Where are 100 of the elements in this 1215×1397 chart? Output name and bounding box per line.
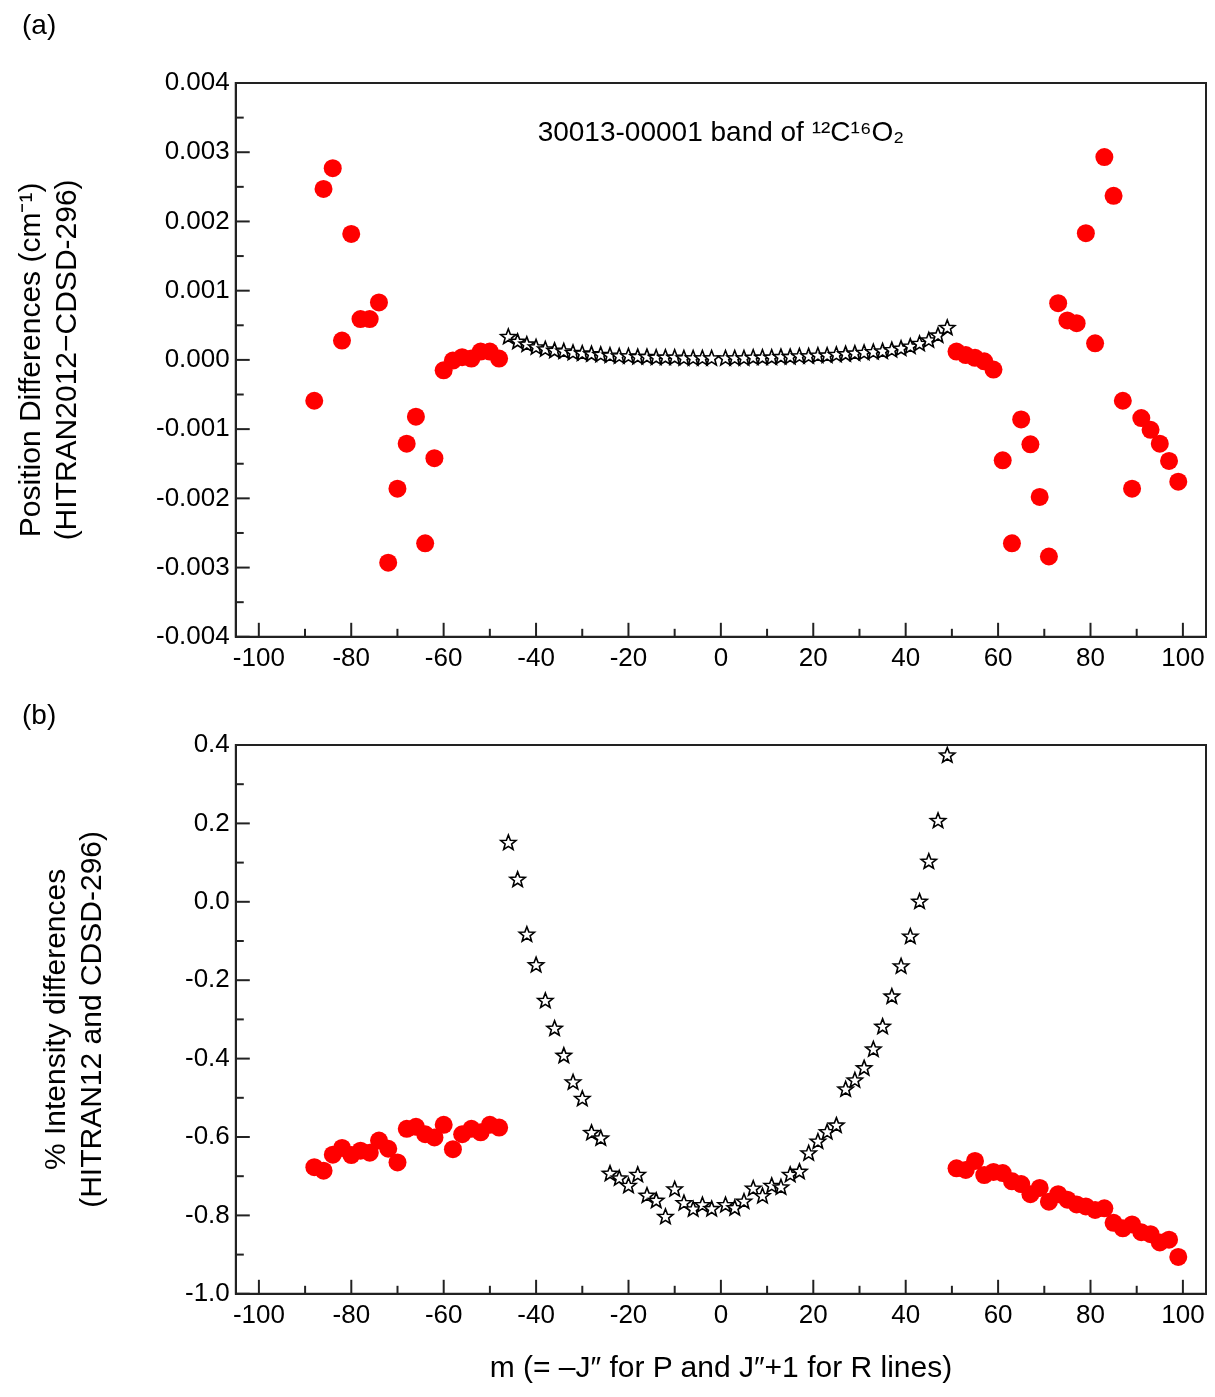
point: [703, 1200, 721, 1217]
point: [1002, 534, 1021, 553]
point: [573, 1090, 591, 1107]
point: [938, 319, 956, 336]
point: [846, 1071, 864, 1088]
point: [406, 407, 425, 426]
point: [855, 1059, 873, 1076]
point: [1095, 148, 1114, 167]
point: [379, 553, 398, 572]
point: [938, 746, 956, 763]
x-tick-label: 0: [713, 1298, 729, 1329]
x-axis-title: m (= –J″ for P and J″+1 for R lines): [489, 1350, 953, 1384]
point: [772, 1178, 790, 1195]
point: [1086, 334, 1105, 353]
x-tick-label: -60: [424, 1298, 463, 1329]
point: [425, 449, 444, 468]
y-tick-label: 0.0: [193, 884, 230, 915]
point: [397, 434, 416, 453]
y-tick-label: 0.004: [164, 66, 230, 97]
point: [809, 1132, 827, 1149]
point: [1160, 1230, 1179, 1249]
point: [555, 1047, 573, 1064]
point: [1123, 479, 1142, 498]
point: [518, 925, 536, 942]
point: [647, 1192, 665, 1209]
point: [901, 337, 919, 355]
point: [818, 1123, 836, 1140]
point: [800, 1144, 818, 1161]
y-tick-label: -0.4: [184, 1041, 230, 1072]
annotation: 30013-00001 band of ¹²C¹⁶O₂: [537, 115, 905, 147]
point: [717, 1196, 734, 1213]
point: [610, 1169, 628, 1186]
y-tick-label: 0.000: [164, 343, 230, 374]
point: [911, 893, 928, 910]
point: [1049, 294, 1068, 313]
x-tick-label: 60: [983, 1298, 1013, 1329]
point: [527, 956, 545, 973]
y-tick-label: 0.4: [193, 728, 230, 759]
x-tick-label: 100: [1161, 641, 1205, 672]
point: [1104, 186, 1123, 205]
point: [564, 1073, 582, 1090]
point: [929, 326, 947, 343]
x-tick-label: -80: [332, 641, 371, 672]
point: [620, 1177, 637, 1194]
text: (b): [22, 698, 57, 730]
x-tick-label: -20: [609, 1298, 648, 1329]
point: [735, 1192, 753, 1209]
point: [1169, 1247, 1188, 1266]
point: [342, 224, 361, 243]
y-tick-label: 0.001: [164, 273, 230, 304]
x-tick-label: -100: [232, 641, 285, 672]
point: [883, 987, 901, 1004]
point: [425, 1128, 444, 1147]
point: [827, 1116, 845, 1133]
point: [837, 1080, 855, 1097]
point: [1160, 451, 1179, 470]
point: [1141, 420, 1160, 439]
point: [754, 1187, 771, 1204]
x-tick-label: -80: [332, 1298, 371, 1329]
point: [305, 391, 324, 410]
point: [416, 534, 435, 553]
y-tick-label: -0.8: [184, 1198, 230, 1229]
point: [536, 992, 554, 1009]
point: [966, 1151, 984, 1170]
point: [490, 1118, 509, 1137]
point: [314, 1161, 333, 1180]
point: [920, 853, 938, 870]
point: [490, 349, 509, 368]
y-tick-label: -0.6: [184, 1120, 230, 1151]
x-tick-label: -40: [517, 1298, 555, 1329]
x-tick-label: 100: [1161, 1298, 1205, 1329]
point: [1030, 487, 1049, 506]
x-tick-label: 80: [1076, 1298, 1105, 1329]
point: [629, 1166, 647, 1183]
x-tick-label: -40: [517, 641, 555, 672]
point: [314, 179, 333, 198]
point: [323, 159, 342, 178]
point: [1169, 472, 1188, 491]
point: [379, 1139, 398, 1158]
text: (a): [22, 8, 57, 40]
y-tick-label: -0.001: [155, 412, 230, 443]
x-tick-label: -60: [424, 641, 463, 672]
point: [781, 1166, 799, 1183]
point: [434, 1115, 453, 1134]
x-tick-label: 20: [798, 641, 828, 672]
point: [1150, 434, 1169, 453]
point: [892, 957, 910, 974]
x-tick-label: 40: [891, 641, 921, 672]
point: [369, 293, 388, 312]
point: [703, 349, 721, 366]
y-tick-label: -0.2: [184, 963, 230, 994]
y-axis-title: % Intensity differences (HITRAN12 and CDSD-296): [38, 831, 108, 1208]
y-tick-label: 0.2: [193, 806, 230, 837]
point: [744, 1179, 762, 1197]
point: [499, 834, 517, 851]
y-tick-label: -0.003: [155, 550, 230, 581]
point: [592, 1129, 610, 1146]
point: [694, 1196, 711, 1213]
x-tick-label: 60: [983, 641, 1013, 672]
point: [1021, 435, 1040, 454]
